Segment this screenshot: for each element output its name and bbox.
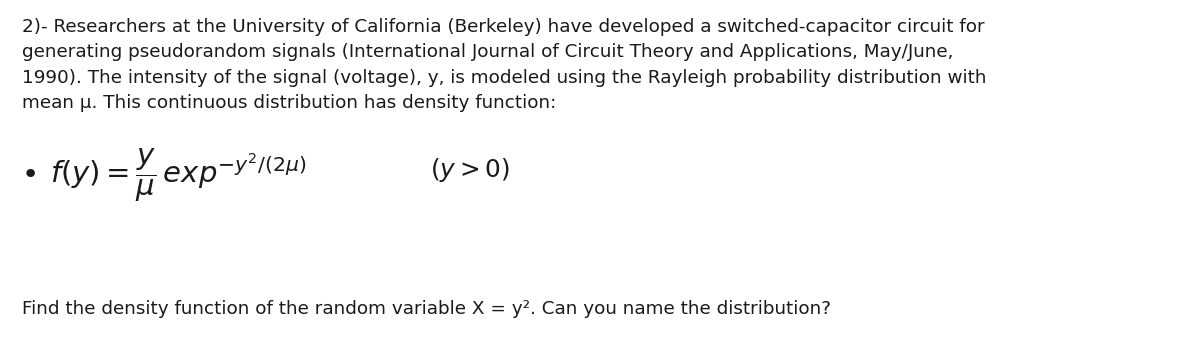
Text: $f(y) = \dfrac{y}{\mu}\,exp^{-y^2/(2\mu)}$: $f(y) = \dfrac{y}{\mu}\,exp^{-y^2/(2\mu)… — [50, 147, 306, 204]
Text: Find the density function of the random variable X = y². Can you name the distri: Find the density function of the random … — [22, 300, 830, 318]
Text: 2)- Researchers at the University of California (Berkeley) have developed a swit: 2)- Researchers at the University of Cal… — [22, 18, 986, 112]
Text: $(y > 0)$: $(y > 0)$ — [430, 156, 510, 184]
Text: •: • — [22, 161, 40, 189]
